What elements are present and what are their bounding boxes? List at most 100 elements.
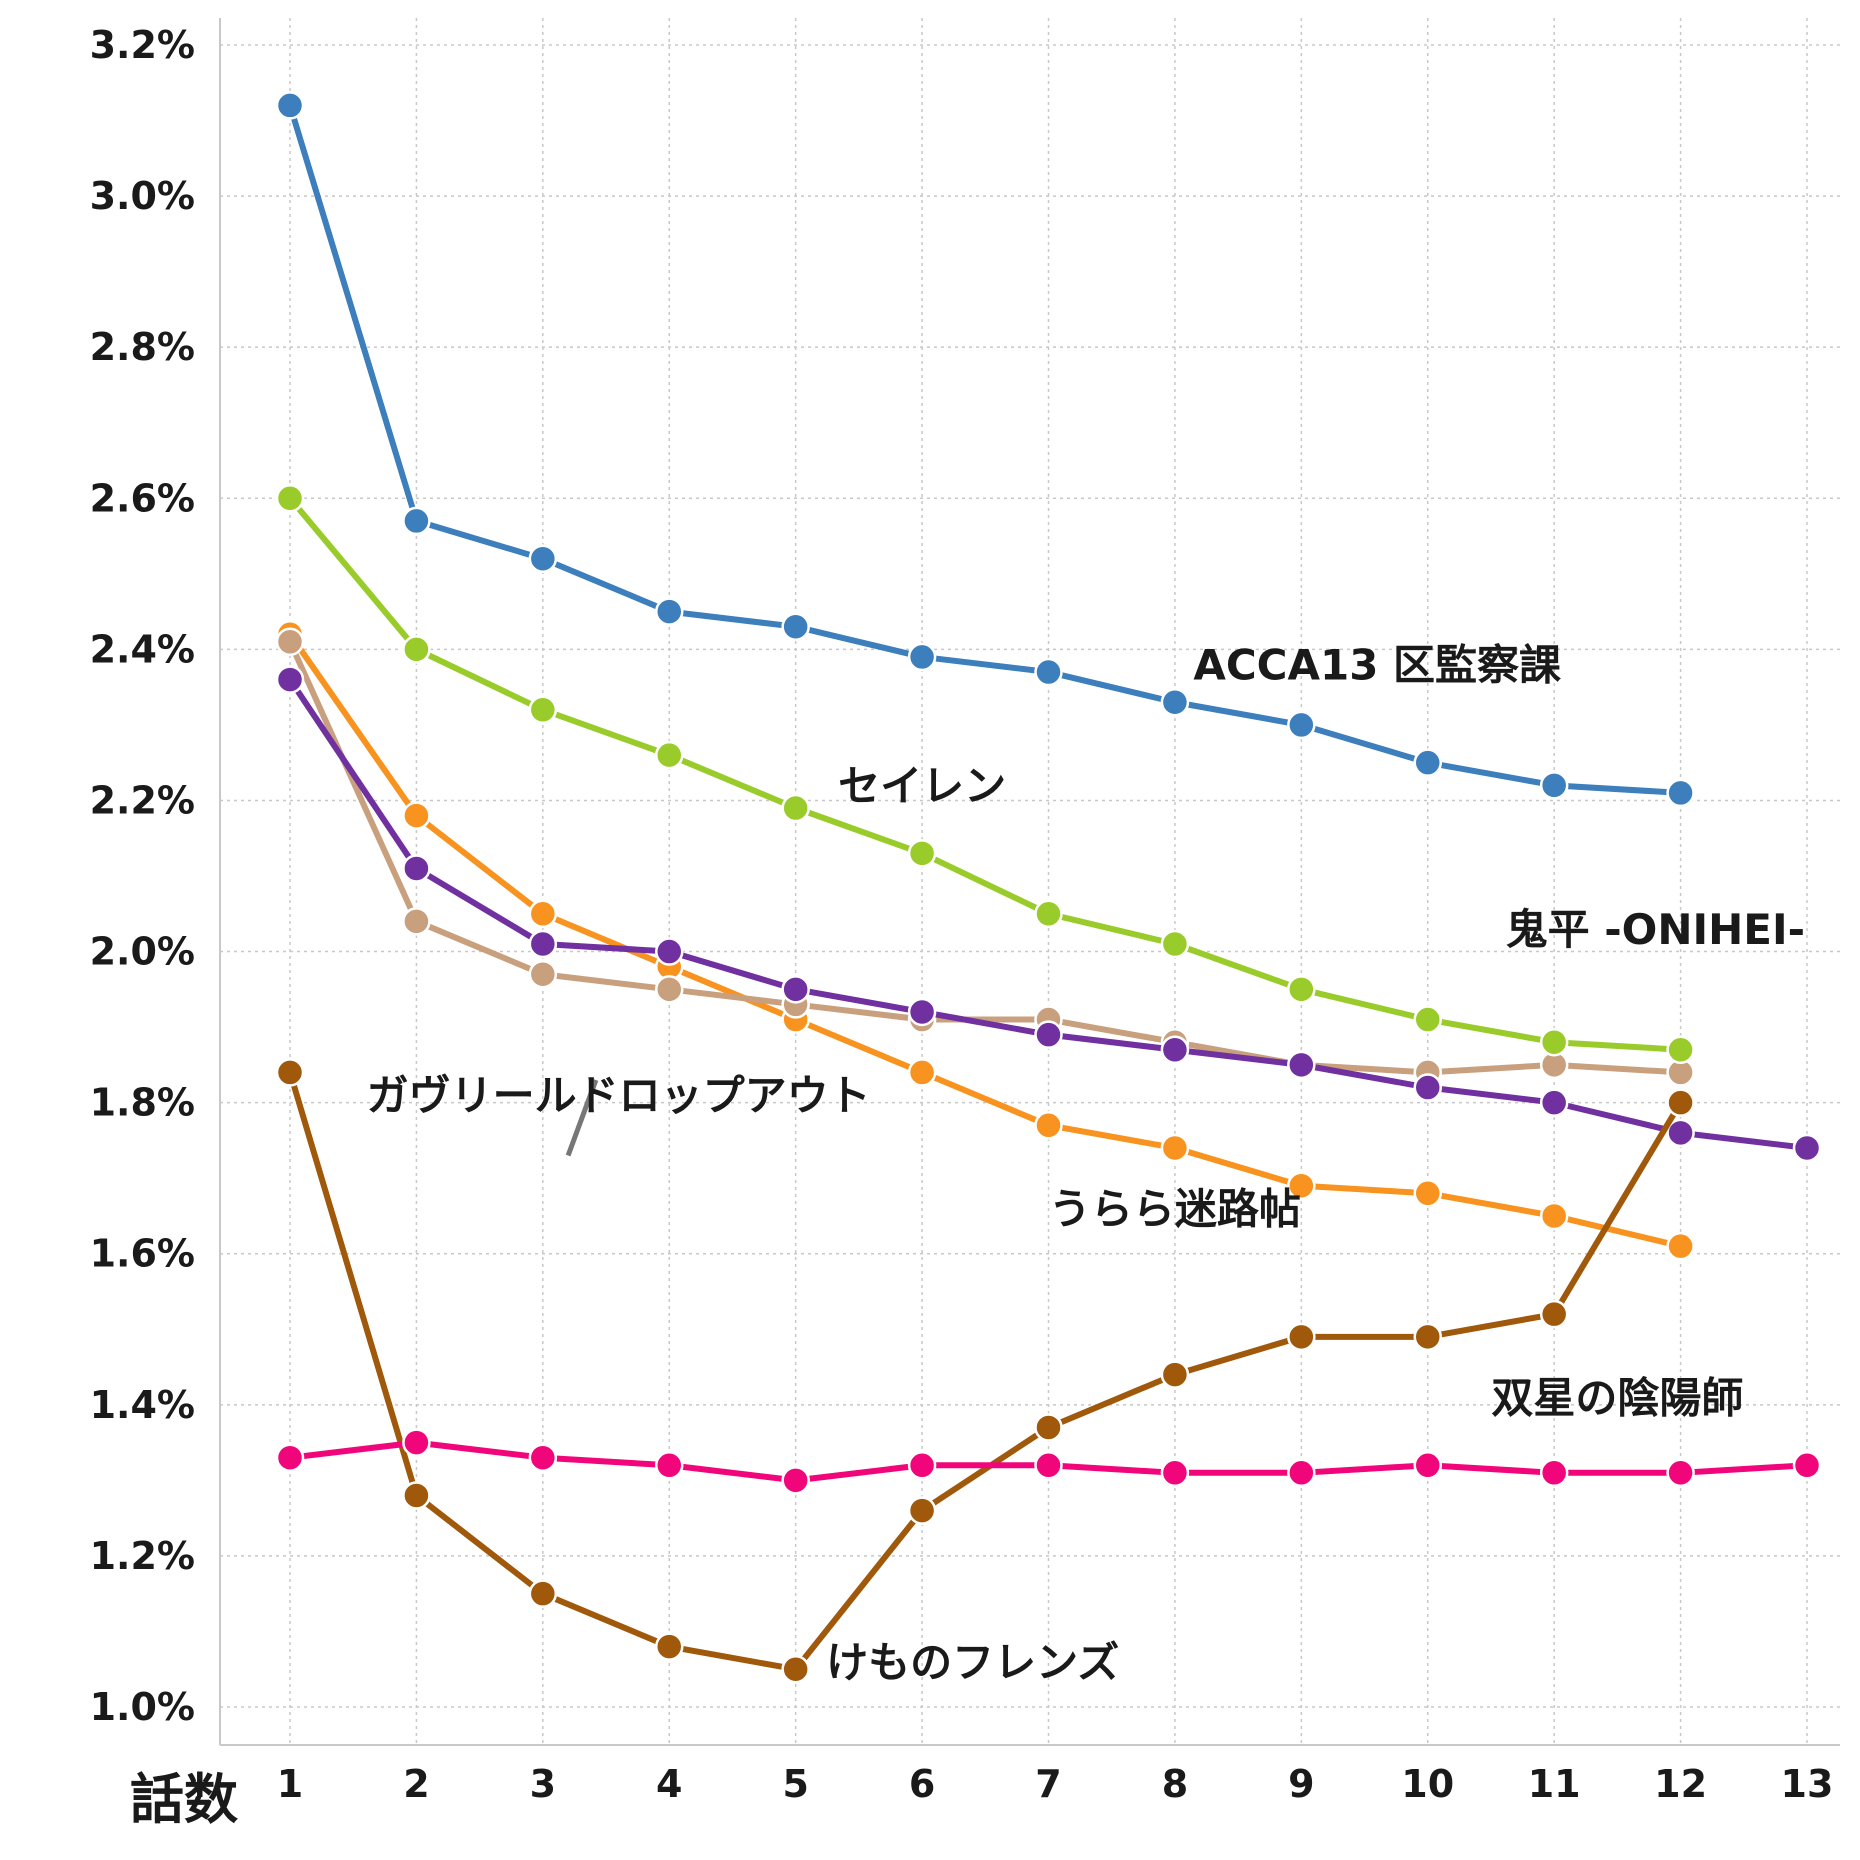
- gridlines: [220, 18, 1840, 1745]
- series-group: [275, 91, 1695, 808]
- series-label: セイレン: [838, 761, 1006, 810]
- data-point: [655, 1451, 684, 1480]
- y-tick-label: 3.0%: [90, 174, 195, 218]
- data-point: [1539, 1027, 1569, 1057]
- data-point: [1666, 1458, 1695, 1488]
- data-point: [275, 1443, 305, 1472]
- data-point: [655, 740, 684, 770]
- data-point: [781, 1654, 810, 1684]
- series-line: [287, 1069, 1684, 1673]
- data-point: [528, 959, 558, 989]
- x-tick-label: 5: [782, 1762, 808, 1806]
- x-tick-label: 10: [1401, 1762, 1454, 1806]
- data-point: [275, 484, 305, 513]
- data-point: [1034, 1413, 1063, 1442]
- data-point: [1666, 778, 1695, 808]
- data-point: [1539, 1088, 1569, 1117]
- y-tick-label: 1.8%: [90, 1081, 195, 1125]
- data-point: [1666, 1231, 1695, 1261]
- data-point: [907, 997, 937, 1027]
- x-tick-label: 6: [909, 1762, 935, 1806]
- data-point: [907, 1451, 937, 1480]
- data-point: [275, 91, 305, 120]
- data-point: [1792, 1133, 1822, 1163]
- data-point: [655, 975, 684, 1004]
- y-tick-label: 2.0%: [90, 930, 195, 974]
- series-label: ガヴリールドロップアウト: [367, 1071, 871, 1120]
- data-point: [1413, 1005, 1442, 1034]
- series-group: [275, 620, 1695, 1261]
- data-point: [402, 1428, 431, 1457]
- data-point: [1160, 687, 1190, 717]
- y-tick-label: 3.2%: [90, 23, 195, 67]
- data-point: [402, 801, 431, 830]
- data-point: [1413, 1451, 1442, 1480]
- data-point: [528, 1443, 558, 1472]
- data-point: [1539, 771, 1569, 800]
- data-point: [781, 793, 810, 823]
- y-tick-label: 1.4%: [90, 1383, 195, 1427]
- series-label: ACCA13 区監察課: [1193, 641, 1561, 690]
- data-point: [275, 665, 305, 694]
- x-tick-label: 9: [1288, 1762, 1314, 1806]
- data-point: [781, 1466, 810, 1495]
- data-point: [402, 1481, 431, 1510]
- series-group: [275, 1058, 1695, 1684]
- data-point: [1413, 1073, 1442, 1102]
- data-point: [528, 929, 558, 959]
- series-label: 双星の陰陽師: [1491, 1373, 1743, 1422]
- series-group: [275, 665, 1822, 1163]
- series-line: [287, 102, 1684, 796]
- data-point: [907, 839, 937, 868]
- data-point: [907, 1058, 937, 1087]
- data-point: [1160, 1458, 1190, 1488]
- data-point: [528, 899, 558, 929]
- series-group: [275, 627, 1695, 1087]
- series-line: [287, 495, 1684, 1053]
- x-tick-label: 12: [1654, 1762, 1707, 1806]
- x-axis-title: 話数: [130, 1768, 238, 1831]
- data-point: [1160, 1035, 1190, 1065]
- data-point: [1287, 710, 1316, 740]
- series-label: 鬼平 -ONIHEI-: [1506, 905, 1805, 954]
- data-point: [1160, 1133, 1190, 1163]
- data-point: [402, 635, 431, 664]
- series-group: [275, 1428, 1822, 1495]
- data-point: [907, 1496, 937, 1525]
- y-tick-label: 1.0%: [90, 1685, 195, 1729]
- data-point: [1666, 1035, 1695, 1065]
- axes: [219, 18, 1840, 1746]
- series-label: うらら迷路帖: [1049, 1185, 1301, 1234]
- data-point: [1287, 1171, 1316, 1200]
- x-tick-label: 7: [1035, 1762, 1061, 1806]
- data-point: [1539, 1458, 1569, 1488]
- data-point: [1666, 1118, 1695, 1148]
- series-label: けものフレンズ: [826, 1638, 1119, 1687]
- data-point: [528, 544, 558, 573]
- y-tick-label: 2.6%: [90, 476, 195, 520]
- data-point: [1034, 899, 1063, 929]
- data-point: [781, 975, 810, 1004]
- data-point: [655, 1632, 684, 1661]
- data-point: [1034, 1451, 1063, 1480]
- x-tick-label: 11: [1528, 1762, 1581, 1806]
- series-lines: [275, 91, 1822, 1684]
- x-tick-label: 8: [1162, 1762, 1188, 1806]
- data-point: [1539, 1201, 1569, 1231]
- data-point: [655, 597, 684, 626]
- data-point: [402, 854, 431, 883]
- data-point: [402, 907, 431, 936]
- data-point: [1287, 1050, 1316, 1080]
- data-point: [1287, 1458, 1316, 1488]
- x-tick-label: 1: [277, 1762, 303, 1806]
- y-tick-label: 1.6%: [90, 1232, 195, 1276]
- y-tick-labels: 1.0% 1.2% 1.4% 1.6% 1.8% 2.0% 2.2% 2.4% 2.6% 2.8%…: [90, 23, 195, 1729]
- x-tick-label: 4: [656, 1762, 682, 1806]
- series-line: [287, 631, 1684, 1250]
- data-point: [528, 695, 558, 725]
- data-point: [1792, 1451, 1822, 1480]
- data-point: [1666, 1088, 1695, 1117]
- series-group: [275, 484, 1695, 1065]
- data-point: [781, 612, 810, 641]
